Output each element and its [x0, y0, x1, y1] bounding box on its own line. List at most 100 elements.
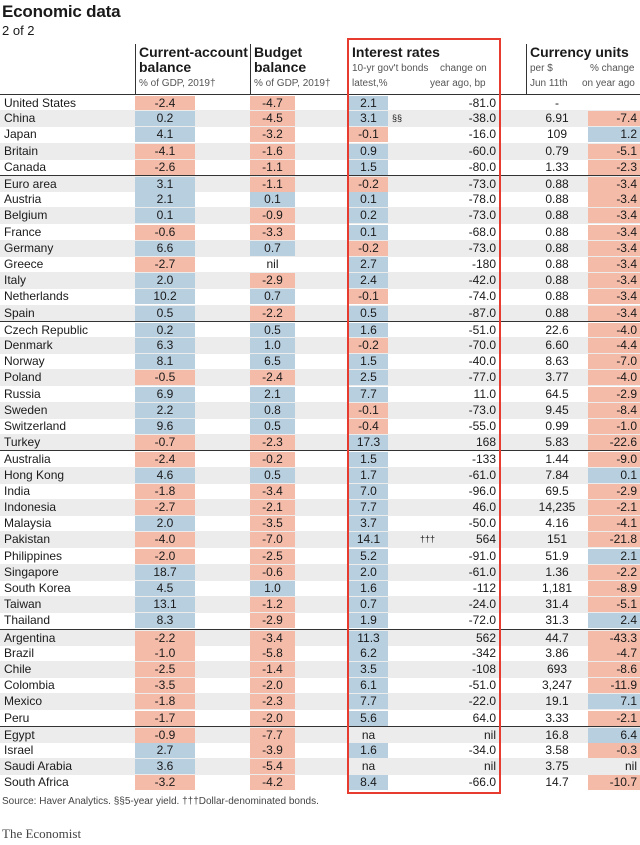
cell-ca: 4.1: [135, 127, 195, 142]
cell-ir: 2.0: [349, 565, 388, 580]
cell-bb: 6.5: [250, 354, 295, 369]
cell-fxchg: -2.1: [588, 500, 640, 515]
cell-fxchg: -11.9: [588, 678, 640, 693]
cell-fx: 14.7: [545, 775, 569, 789]
country-label: South Africa: [4, 775, 69, 789]
cell-ir: -0.2: [349, 177, 388, 192]
cell-chg: -60.0: [468, 144, 496, 158]
country-label: Britain: [4, 144, 39, 158]
table-row: Greece -2.7 nil 2.7 -180 0.88 -3.4: [0, 256, 640, 273]
cell-ir: 2.4: [349, 273, 388, 288]
cell-ir: 5.6: [349, 711, 388, 726]
cell-ca: 0.1: [135, 208, 195, 223]
cell-bb: -4.7: [250, 96, 295, 111]
header-cu-sub1b: Jun 11th: [530, 78, 568, 89]
country-label: Colombia: [4, 678, 55, 692]
cell-bb: 0.7: [250, 241, 295, 256]
cell-ca: 2.0: [135, 516, 195, 531]
cell-bb: -2.2: [250, 306, 295, 321]
cell-ca: -1.8: [135, 484, 195, 499]
cell-ca: -0.7: [135, 435, 195, 450]
country-label: Sweden: [4, 403, 48, 417]
cell-fx: 3,247: [541, 678, 573, 692]
cell-ir: 2.1: [349, 96, 388, 111]
cell-fxchg: -22.6: [588, 435, 640, 450]
cell-ir: 11.3: [349, 631, 388, 646]
cell-fxchg: -3.4: [588, 273, 640, 288]
table-row: Singapore 18.7 -0.6 2.0 -61.0 1.36 -2.2: [0, 564, 640, 581]
country-label: Pakistan: [4, 532, 51, 546]
cell-ca: -2.0: [135, 549, 195, 564]
cell-fx: 3.33: [545, 711, 569, 725]
cell-chg: -24.0: [468, 597, 496, 611]
brand-logo: The Economist: [2, 826, 82, 841]
cell-fxchg: 2.1: [588, 549, 640, 564]
country-label: Thailand: [4, 613, 51, 627]
cell-bb: -7.0: [250, 532, 295, 547]
cell-ir: -0.1: [349, 289, 388, 304]
cell-ir: 1.5: [349, 354, 388, 369]
cell-ca: -2.7: [135, 257, 195, 272]
cell-ir: 7.7: [349, 694, 388, 709]
cell-fxchg: -4.4: [588, 338, 640, 353]
cell-chg: -68.0: [468, 225, 496, 239]
cell-ca: 6.3: [135, 338, 195, 353]
table-row: Japan 4.1 -3.2 -0.1 -16.0 109 1.2: [0, 126, 640, 143]
cell-chg: -77.0: [468, 370, 496, 384]
table-row: Belgium 0.1 -0.9 0.2 -73.0 0.88 -3.4: [0, 207, 640, 224]
cell-fx: 6.91: [545, 111, 569, 125]
cell-chg: -112: [472, 581, 496, 595]
country-label: India: [4, 484, 31, 498]
cell-ir: 1.6: [349, 581, 388, 596]
cell-bb: -7.7: [250, 728, 295, 743]
country-label: Japan: [4, 127, 37, 141]
cell-bb: -2.0: [250, 678, 295, 693]
cell-bb: -0.2: [250, 452, 295, 467]
cell-ir: -0.4: [349, 419, 388, 434]
country-label: Canada: [4, 160, 47, 174]
table-row: Philippines -2.0 -2.5 5.2 -91.0 51.9 2.1: [0, 548, 640, 565]
cell-bb: -0.6: [250, 565, 295, 580]
cell-fx: 1,181: [541, 581, 573, 595]
cell-ca: 6.9: [135, 387, 195, 402]
cell-fxchg: -43.3: [588, 631, 640, 646]
cell-fxchg: -0.3: [588, 743, 640, 758]
header-bb-title1: Budget: [254, 44, 303, 60]
cell-ir: 14.1: [349, 532, 388, 547]
cell-ca: -4.1: [135, 144, 195, 159]
cell-ca: 2.7: [135, 743, 195, 758]
cell-ir: 7.7: [349, 500, 388, 515]
country-label: Italy: [4, 273, 27, 287]
country-label: Austria: [4, 192, 42, 206]
cell-bb: 0.1: [250, 192, 295, 207]
cell-fx: 0.88: [545, 273, 569, 287]
country-label: Chile: [4, 662, 32, 676]
header-cu-sub2b: on year ago: [582, 78, 635, 89]
cell-bb: -3.2: [250, 127, 295, 142]
cell-fx: 22.6: [545, 323, 569, 337]
cell-fxchg: -2.9: [588, 484, 640, 499]
cell-ca: 2.0: [135, 273, 195, 288]
cell-bb: -3.3: [250, 225, 295, 240]
cell-bb: -3.4: [250, 631, 295, 646]
cell-fxchg: -2.2: [588, 565, 640, 580]
cell-ca: -2.5: [135, 662, 195, 677]
table-row: United States -2.4 -4.7 2.1 -81.0 -: [0, 94, 640, 112]
cell-chg: -61.0: [468, 468, 496, 482]
cell-fxchg: -4.0: [588, 370, 640, 385]
cell-ir: 6.1: [349, 678, 388, 693]
cell-fx: 3.58: [545, 743, 569, 757]
table-row: Thailand 8.3 -2.9 1.9 -72.0 31.3 2.4: [0, 612, 640, 629]
cell-chg: -180: [471, 257, 496, 271]
country-label: China: [4, 111, 36, 125]
cell-ca: 2.2: [135, 403, 195, 418]
header-bb-sub: % of GDP, 2019†: [254, 78, 331, 89]
table-row: Turkey -0.7 -2.3 17.3 168 5.83 -22.6: [0, 434, 640, 451]
cell-fx: 4.16: [545, 516, 569, 530]
cell-ca: 3.6: [135, 759, 195, 774]
cell-fx: 44.7: [545, 631, 569, 645]
cell-chg: -73.0: [468, 208, 496, 222]
cell-chg: -34.0: [468, 743, 496, 757]
cell-fxchg: 6.4: [588, 728, 640, 743]
cell-chg: 11.0: [473, 387, 496, 401]
